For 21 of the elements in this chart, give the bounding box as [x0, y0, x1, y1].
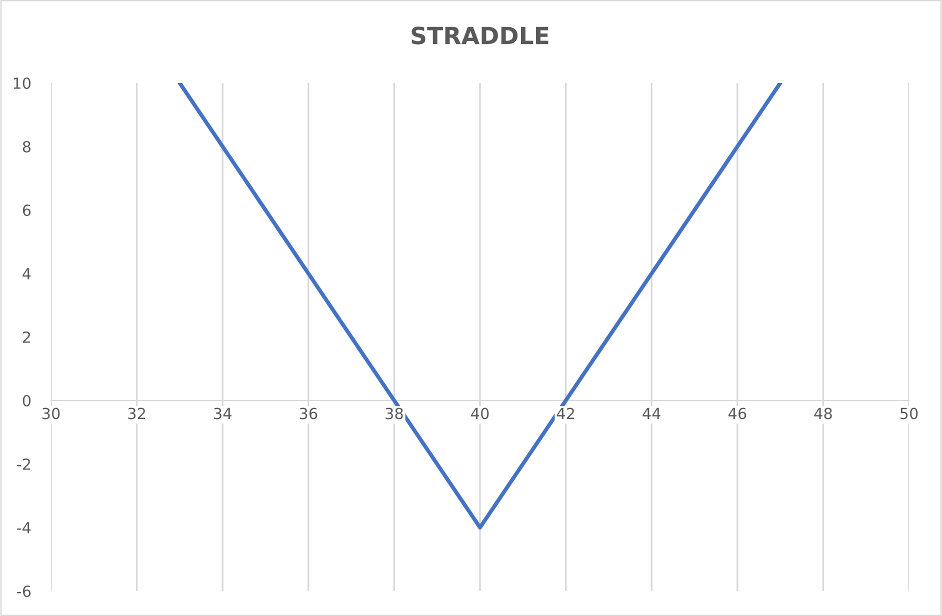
x-tick-label: 32: [128, 408, 145, 420]
y-tick-label: -2: [17, 458, 30, 470]
x-tick-label: 36: [300, 408, 318, 420]
y-tick-label: 2: [22, 331, 30, 343]
x-tick-label: 44: [642, 408, 660, 420]
x-tick-label: 50: [900, 408, 918, 420]
x-tick-label: 48: [814, 408, 832, 420]
y-tick-label: -4: [17, 522, 31, 534]
y-tick-label: 4: [22, 268, 31, 280]
x-tick-label: 34: [214, 408, 232, 420]
y-tick-label: 0: [22, 394, 31, 407]
chart-title: STRADDLE: [412, 26, 548, 44]
x-tick-label: 40: [471, 408, 489, 420]
y-tick-label: 6: [22, 204, 31, 216]
x-tick-label: 42: [556, 408, 574, 420]
x-tick-label: 38: [386, 408, 403, 420]
x-tick-label: 46: [728, 408, 746, 420]
y-tick-label: 8: [22, 140, 31, 153]
x-tick-label: 30: [42, 408, 60, 420]
y-tick-label: -6: [17, 585, 31, 598]
y-tick-label: 10: [14, 77, 31, 90]
